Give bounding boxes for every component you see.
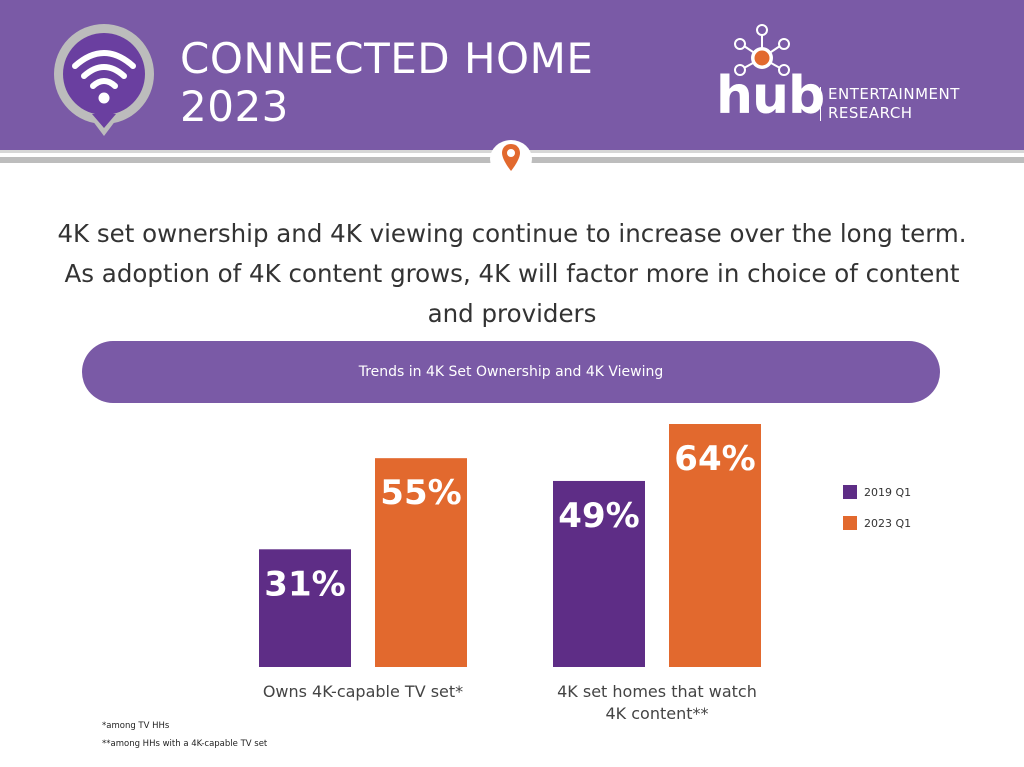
value-label: 31% <box>264 564 345 604</box>
location-pin-icon <box>502 144 520 171</box>
category-label: Owns 4K-capable TV set* <box>263 682 463 701</box>
legend-label: 2023 Q1 <box>864 517 911 530</box>
logo-subtitle-line1: ENTERTAINMENT <box>828 85 960 103</box>
headline-text: 4K set ownership and 4K viewing continue… <box>57 219 967 328</box>
value-label: 55% <box>380 473 461 513</box>
page-title-line2: 2023 <box>180 82 289 131</box>
hub-logo-word: hub <box>716 66 825 126</box>
category-label: 4K set homes that watch 4K content** <box>557 682 757 723</box>
header-banner <box>0 0 1024 150</box>
bar-2023-q1-cat2 <box>669 424 761 667</box>
value-label: 49% <box>558 496 639 536</box>
bar-2019-q1-cat2 <box>553 480 645 667</box>
logo-separator <box>820 87 821 121</box>
wifi-icon <box>54 24 154 136</box>
legend-swatch <box>843 485 857 499</box>
legend-swatch <box>843 516 857 530</box>
footnote-2: **among HHs with a 4K-capable TV set <box>102 739 268 749</box>
chart-title-banner <box>82 341 940 403</box>
chart-title: Trends in 4K Set Ownership and 4K Viewin… <box>358 364 664 380</box>
logo-subtitle-line2: RESEARCH <box>828 104 913 122</box>
bar-2023-q1-cat1 <box>375 458 467 667</box>
legend-label: 2019 Q1 <box>864 486 911 499</box>
footnote-1: *among TV HHs <box>102 721 170 731</box>
value-label: 64% <box>674 439 755 479</box>
hub-logo-icon <box>734 24 790 76</box>
bar-2019-q1-cat1 <box>259 549 351 667</box>
page-title-line1: CONNECTED HOME <box>180 34 594 83</box>
